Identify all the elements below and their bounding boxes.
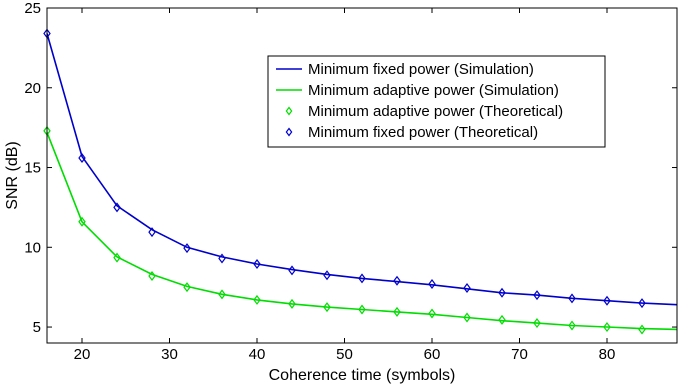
x-tick-label: 30 <box>161 346 178 363</box>
legend-marker-swatch <box>285 127 293 137</box>
data-point-marker <box>183 282 191 293</box>
data-point-marker <box>78 216 86 227</box>
data-point-marker <box>463 312 471 323</box>
data-point-marker <box>638 324 646 335</box>
legend-entry-label: Minimum adaptive power (Theoretical) <box>308 103 563 120</box>
axes-frame <box>46 7 678 344</box>
data-point-marker <box>78 152 86 163</box>
data-point-marker <box>148 271 156 281</box>
data-point-marker <box>498 287 506 298</box>
data-point-marker <box>428 278 436 289</box>
data-point-marker <box>358 273 366 284</box>
x-axis-label: Coherence time (symbols) <box>269 367 456 384</box>
x-tick-label: 40 <box>249 346 266 363</box>
data-point-marker <box>533 290 541 301</box>
data-point-marker <box>393 275 401 286</box>
x-tick-label: 70 <box>511 346 528 363</box>
legend: Minimum fixed power (Simulation) Minimum … <box>267 55 606 148</box>
data-point-marker <box>568 320 576 331</box>
data-point-marker <box>288 298 296 309</box>
data-point-marker <box>498 314 506 325</box>
data-point-marker <box>113 202 121 213</box>
data-point-marker <box>358 304 366 315</box>
series-line-1 <box>46 132 678 331</box>
legend-entry-label: Minimum fixed power (Theoretical) <box>308 124 538 141</box>
data-point-marker <box>218 289 226 300</box>
data-point-marker <box>113 252 121 263</box>
y-axis-label: SNR (dB) <box>4 141 21 209</box>
series-line-0 <box>46 33 678 306</box>
x-tick-label: 60 <box>424 346 441 363</box>
legend-box <box>267 55 606 148</box>
data-point-marker <box>603 322 611 333</box>
data-point-marker <box>638 298 646 309</box>
y-tick-label: 15 <box>24 160 41 177</box>
data-point-marker <box>148 227 156 238</box>
data-point-marker <box>253 259 261 270</box>
data-point-marker <box>323 302 331 313</box>
y-tick-label: 20 <box>24 80 41 97</box>
x-tick-label: 80 <box>599 346 616 363</box>
data-point-marker <box>218 253 226 264</box>
y-tick-label: 5 <box>33 319 41 336</box>
data-point-marker <box>533 318 541 329</box>
data-point-marker <box>288 265 296 276</box>
data-point-marker <box>603 295 611 306</box>
y-tick-label: 25 <box>24 0 41 17</box>
x-tick-label: 50 <box>336 346 353 363</box>
legend-entry-label: Minimum fixed power (Simulation) <box>308 61 534 78</box>
data-point-marker <box>323 270 331 281</box>
x-tick-label: 20 <box>74 346 91 363</box>
legend-marker-swatch <box>285 106 293 116</box>
data-point-marker <box>393 306 401 317</box>
y-tick-label: 10 <box>24 239 41 256</box>
data-point-marker <box>463 282 471 293</box>
data-point-marker <box>568 293 576 304</box>
plot-area <box>43 28 678 335</box>
data-point-marker <box>183 243 191 254</box>
axes: 20 30 40 50 60 70 80 5 10 15 20 25 <box>24 0 678 363</box>
data-point-marker <box>253 294 261 305</box>
legend-entry-label: Minimum adaptive power (Simulation) <box>308 82 559 99</box>
data-point-marker <box>428 308 436 319</box>
